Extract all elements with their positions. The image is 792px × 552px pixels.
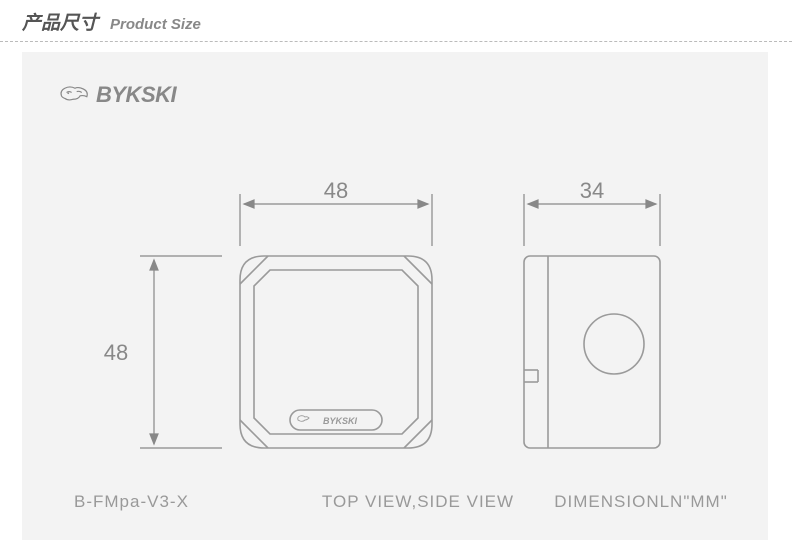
view-label: TOP VIEW,SIDE VIEW [288,492,548,512]
plate-logo: BYKSKI [298,416,358,426]
divider [0,41,792,42]
diagram-panel: BYKSKI 48 48 [22,52,768,540]
svg-text:BYKSKI: BYKSKI [323,416,358,426]
dim-width-side: 34 [580,178,604,203]
model-label: B-FMpa-V3-X [74,492,274,512]
dragon-icon [58,84,92,106]
bottom-labels: B-FMpa-V3-X TOP VIEW,SIDE VIEW DIMENSION… [22,492,768,512]
dim-width-top: 48 [324,178,348,203]
header-title-en: Product Size [110,16,201,33]
header-title-cn: 产品尺寸 [22,8,98,35]
brand-text: BYKSKI [96,82,176,108]
units-label: DIMENSIONLN"MM" [554,492,728,512]
dim-height-left: 48 [104,340,128,365]
technical-drawing: 48 48 [92,146,732,456]
section-header: 产品尺寸 Product Size [0,0,792,41]
brand-logo: BYKSKI [58,82,176,108]
